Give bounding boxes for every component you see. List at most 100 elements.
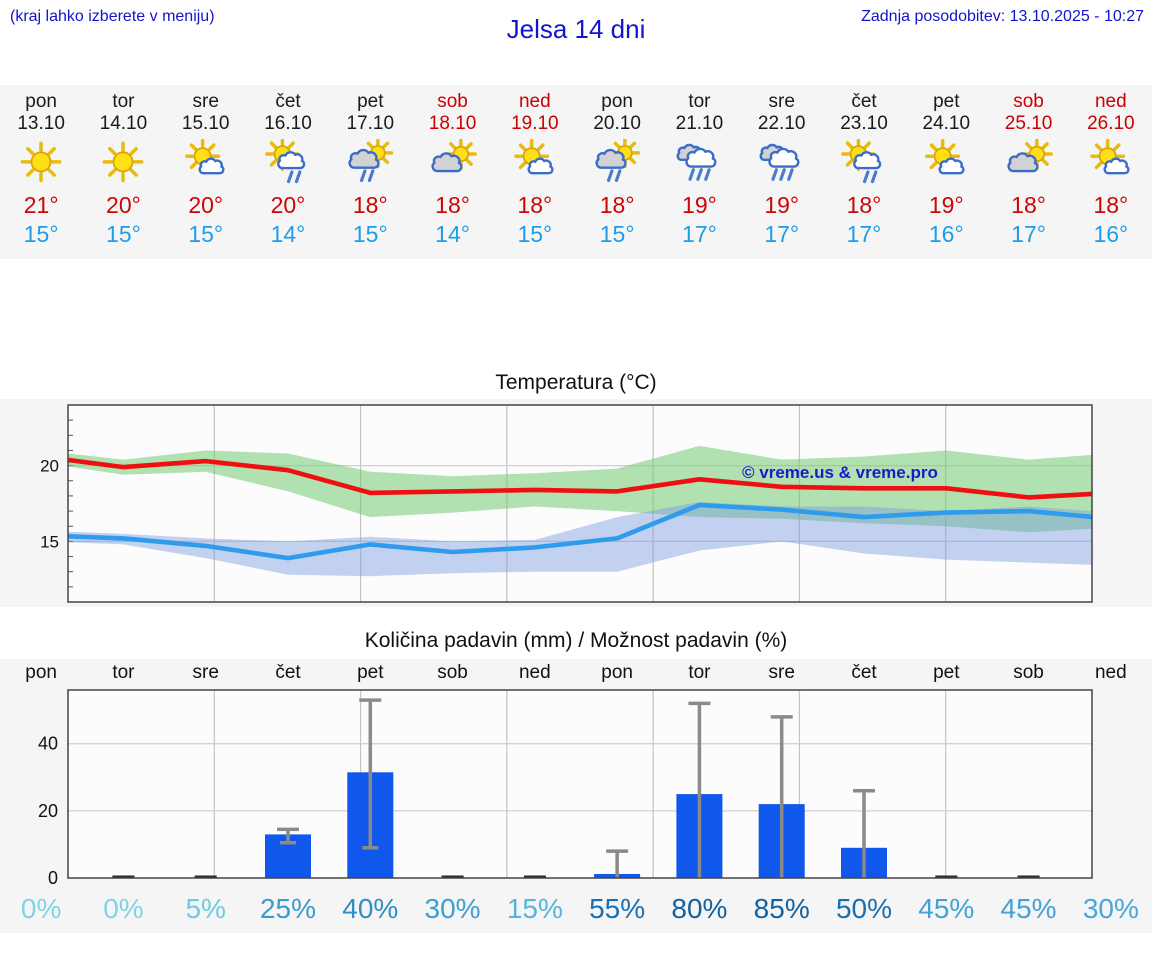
low-temp-label: 14° xyxy=(435,221,470,247)
weather-icon-partly-cloudy-rain xyxy=(247,137,329,189)
high-temp-label: 20° xyxy=(188,192,224,218)
day-name-label: čet xyxy=(275,91,301,112)
temperature-chart-title: Temperatura (°C) xyxy=(495,371,657,394)
forecast-day: pet 17.10 18° 15° xyxy=(329,91,411,249)
svg-text:0: 0 xyxy=(48,868,58,886)
day-date-label: 14.10 xyxy=(99,113,148,134)
forecast-strip: pon 13.10 21° 15° tor 14.10 20° 15° sre 15.10 20° 1… xyxy=(0,85,1152,259)
forecast-day: čet 16.10 20° 14° xyxy=(247,91,329,249)
weather-icon-cloudy-rain xyxy=(658,137,740,189)
page-header: (kraj lahko izberete v meniju) Jelsa 14 … xyxy=(0,0,1152,85)
pop-label: 85% xyxy=(753,893,810,924)
forecast-day: sre 15.10 20° 15° xyxy=(165,91,247,249)
pop-label: 45% xyxy=(918,893,975,924)
pop-label: 0% xyxy=(20,893,62,924)
high-temp-label: 18° xyxy=(1011,192,1046,218)
low-temp-label: 15° xyxy=(352,221,388,247)
precip-day-label: sre xyxy=(768,662,795,683)
weather-icon-mostly-cloudy-rain xyxy=(576,137,658,189)
precip-day-label: sob xyxy=(437,662,468,683)
forecast-day: pon 20.10 18° 15° xyxy=(576,91,658,249)
day-date-label: 18.10 xyxy=(428,113,477,134)
weather-icon-mostly-cloudy xyxy=(987,137,1069,189)
weather-icon-sunny xyxy=(82,137,164,189)
forecast-day: tor 21.10 19° 17° xyxy=(658,91,740,249)
forecast-day: pon 13.10 21° 15° xyxy=(0,91,82,249)
precip-day-label: ned xyxy=(518,662,551,683)
low-temp-label: 17° xyxy=(1011,221,1046,247)
svg-text:20: 20 xyxy=(38,801,58,821)
day-name-label: tor xyxy=(112,91,135,112)
high-temp-label: 20° xyxy=(270,192,306,218)
forecast-grid: pon 13.10 21° 15° tor 14.10 20° 15° sre 15.10 20° 1… xyxy=(0,91,1152,249)
page-title: Jelsa 14 dni xyxy=(506,14,646,44)
forecast-day: čet 23.10 18° 17° xyxy=(823,91,905,249)
pop-label: 40% xyxy=(342,893,399,924)
forecast-day: ned 19.10 18° 15° xyxy=(494,91,576,249)
forecast-day: tor 14.10 20° 15° xyxy=(82,91,164,249)
day-name-label: pet xyxy=(357,91,384,112)
svg-text:15: 15 xyxy=(40,532,59,551)
day-name-label: pet xyxy=(933,91,960,112)
weather-icon-partly-cloudy xyxy=(165,137,247,189)
high-temp-label: 20° xyxy=(106,192,141,218)
day-name-label: tor xyxy=(688,91,711,112)
forecast-day: sob 18.10 18° 14° xyxy=(411,91,493,249)
weather-icon-partly-cloudy xyxy=(905,137,987,189)
day-date-label: 24.10 xyxy=(922,113,971,134)
day-name-label: pon xyxy=(25,91,57,112)
svg-text:40: 40 xyxy=(38,734,58,754)
forecast-day: ned 26.10 18° 16° xyxy=(1070,91,1152,249)
precip-day-label: pet xyxy=(357,662,384,683)
high-temp-label: 18° xyxy=(352,192,388,218)
low-temp-label: 16° xyxy=(1093,221,1129,247)
day-date-label: 22.10 xyxy=(757,113,806,134)
precip-day-label: ned xyxy=(1094,662,1127,683)
weather-icon-mostly-cloudy-rain xyxy=(329,137,411,189)
high-temp-label: 18° xyxy=(846,192,882,218)
day-date-label: 26.10 xyxy=(1087,113,1135,134)
weather-icon-partly-cloudy xyxy=(494,137,576,189)
precip-day-label: sob xyxy=(1013,662,1044,683)
day-date-label: 20.10 xyxy=(593,113,641,134)
weather-icon-mostly-cloudy xyxy=(411,137,493,189)
precip-day-label: čet xyxy=(851,662,877,683)
day-date-label: 23.10 xyxy=(840,113,888,134)
high-temp-label: 19° xyxy=(928,192,964,218)
weather-icon-sunny xyxy=(0,137,82,189)
precip-day-label: pon xyxy=(601,662,633,683)
day-name-label: ned xyxy=(1094,91,1127,112)
pop-label: 0% xyxy=(103,893,144,924)
precip-day-label: tor xyxy=(112,662,135,683)
high-temp-label: 21° xyxy=(23,192,59,218)
day-name-label: pon xyxy=(601,91,633,112)
weather-icon-partly-cloudy-rain xyxy=(823,137,905,189)
temperature-chart: 15 20 © vreme.us & vreme.pro xyxy=(0,399,1152,607)
svg-text:20: 20 xyxy=(40,457,59,476)
precip-day-label: pon xyxy=(25,662,57,683)
forecast-day: pet 24.10 19° 16° xyxy=(905,91,987,249)
low-temp-label: 17° xyxy=(764,221,800,247)
day-name-label: sre xyxy=(768,91,795,112)
day-date-label: 16.10 xyxy=(264,113,312,134)
pop-label: 45% xyxy=(1000,893,1057,924)
precip-day-label: sre xyxy=(192,662,219,683)
watermark-link[interactable]: © vreme.us & vreme.pro xyxy=(742,463,938,482)
day-name-label: sob xyxy=(437,91,468,112)
low-temp-label: 15° xyxy=(517,221,553,247)
pop-label: 5% xyxy=(185,893,226,924)
high-temp-label: 18° xyxy=(1093,192,1129,218)
high-temp-label: 18° xyxy=(517,192,553,218)
low-temp-label: 15° xyxy=(106,221,141,247)
location-hint: (kraj lahko izberete v meniju) xyxy=(10,8,215,25)
precipitation-chart: 0 20 40 xyxy=(0,686,1152,891)
pop-label: 50% xyxy=(835,893,893,924)
day-date-label: 21.10 xyxy=(675,113,724,134)
precip-day-labels: pon tor sre čet pet sob ned pon tor sre čet pet sob n… xyxy=(0,659,1152,686)
low-temp-label: 16° xyxy=(928,221,964,247)
day-date-label: 25.10 xyxy=(1004,113,1053,134)
day-date-label: 17.10 xyxy=(346,113,395,134)
pop-label: 25% xyxy=(259,893,317,924)
precip-day-label: pet xyxy=(933,662,960,683)
low-temp-label: 15° xyxy=(188,221,224,247)
